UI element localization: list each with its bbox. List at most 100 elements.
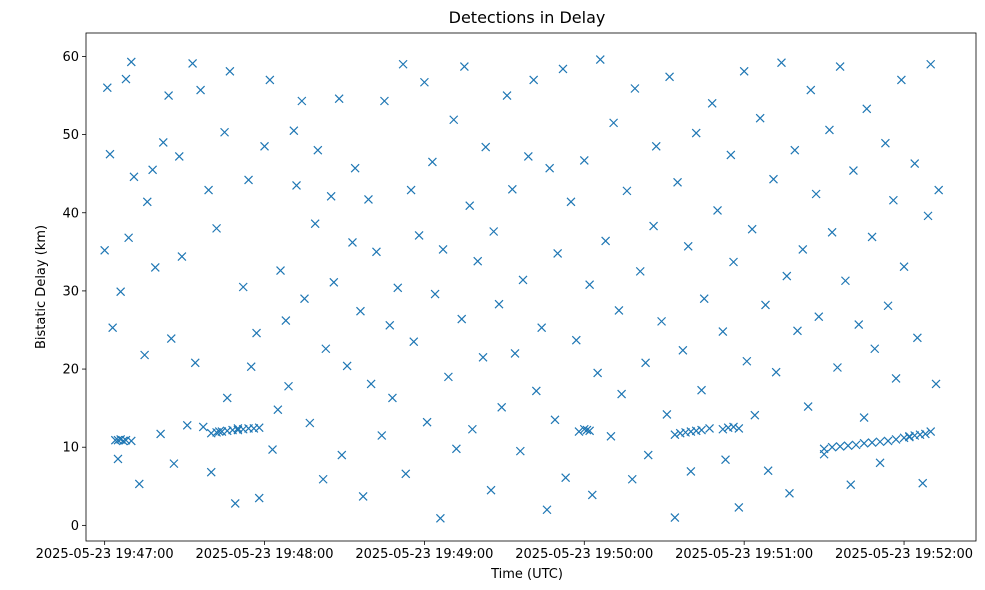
data-point — [419, 77, 429, 87]
data-point — [579, 155, 589, 165]
data-point — [718, 424, 728, 434]
data-point — [697, 385, 706, 395]
data-point — [366, 379, 376, 389]
data-point — [459, 62, 469, 72]
data-point — [670, 430, 680, 440]
y-tick-label: 50 — [62, 128, 79, 143]
data-point — [337, 450, 347, 460]
data-point — [721, 455, 730, 465]
data-point — [268, 445, 277, 454]
data-point — [875, 458, 885, 468]
data-point — [651, 141, 661, 151]
data-point — [356, 306, 365, 316]
data-point — [899, 433, 909, 443]
data-point — [348, 238, 357, 247]
data-point — [729, 257, 738, 267]
data-point — [896, 75, 906, 85]
data-point — [571, 335, 581, 345]
data-point — [665, 72, 674, 82]
data-point — [430, 289, 440, 299]
data-point — [206, 467, 216, 477]
data-point — [798, 245, 808, 254]
x-tick-label: 2025-05-23 19:52:00 — [835, 547, 973, 562]
data-point — [164, 91, 174, 100]
data-point — [494, 299, 504, 309]
data-point — [883, 436, 893, 446]
data-point — [849, 166, 858, 175]
data-point — [827, 227, 837, 237]
data-point — [627, 474, 637, 484]
data-point — [614, 306, 624, 315]
data-point — [825, 125, 834, 135]
data-point — [912, 333, 922, 343]
chart-title: Detections in Delay — [449, 8, 606, 27]
data-point — [707, 98, 717, 108]
data-point — [537, 323, 547, 333]
data-point — [156, 429, 166, 439]
data-point — [609, 118, 619, 128]
data-point — [582, 425, 592, 435]
data-point — [150, 263, 160, 272]
data-point — [769, 174, 778, 184]
data-point — [854, 320, 864, 329]
data-point — [819, 444, 829, 454]
data-point — [158, 137, 168, 147]
data-point — [124, 233, 134, 243]
data-point — [771, 367, 781, 377]
data-point — [297, 96, 307, 106]
data-point — [926, 59, 936, 69]
x-tick-label: 2025-05-23 19:51:00 — [675, 547, 813, 562]
data-point — [100, 245, 110, 255]
data-point — [657, 316, 666, 326]
data-point — [142, 197, 152, 207]
data-point — [414, 230, 424, 240]
data-point — [358, 492, 368, 501]
data-point — [105, 149, 115, 159]
data-point — [635, 266, 645, 276]
data-point — [380, 96, 389, 106]
data-point — [531, 386, 541, 396]
data-point — [851, 440, 861, 450]
data-point — [606, 431, 616, 441]
data-point — [427, 157, 437, 167]
data-point — [683, 241, 693, 251]
data-point — [558, 64, 568, 74]
data-point — [121, 74, 131, 84]
data-point — [467, 424, 477, 434]
data-point — [734, 502, 744, 512]
data-point — [888, 195, 898, 205]
data-point — [406, 185, 416, 195]
data-point — [867, 232, 877, 242]
data-point — [443, 372, 453, 382]
data-point — [265, 75, 275, 85]
data-point — [377, 431, 387, 440]
data-point — [934, 185, 944, 195]
data-point — [835, 62, 845, 72]
data-point — [859, 413, 869, 422]
data-point — [196, 85, 206, 95]
data-point — [422, 417, 432, 427]
data-point — [113, 454, 123, 464]
data-point — [310, 219, 320, 229]
data-point — [300, 294, 309, 304]
x-axis-title: Time (UTC) — [490, 567, 563, 582]
data-point — [705, 424, 714, 433]
data-point — [169, 459, 179, 469]
data-point — [372, 247, 381, 257]
data-point — [870, 344, 880, 354]
data-point — [497, 402, 507, 412]
data-point — [542, 505, 552, 515]
data-point — [833, 363, 842, 372]
data-point — [585, 426, 595, 436]
data-point — [273, 405, 283, 415]
data-point — [617, 389, 627, 399]
y-axis-ticks: 0 10 20 30 40 50 60 — [62, 50, 86, 534]
data-point — [750, 410, 760, 420]
data-point — [350, 163, 360, 173]
data-point — [385, 320, 395, 330]
data-point — [204, 185, 213, 195]
data-point — [729, 422, 738, 432]
data-point — [755, 113, 765, 123]
data-point — [742, 356, 752, 366]
x-tick-label: 2025-05-23 19:47:00 — [36, 547, 174, 562]
